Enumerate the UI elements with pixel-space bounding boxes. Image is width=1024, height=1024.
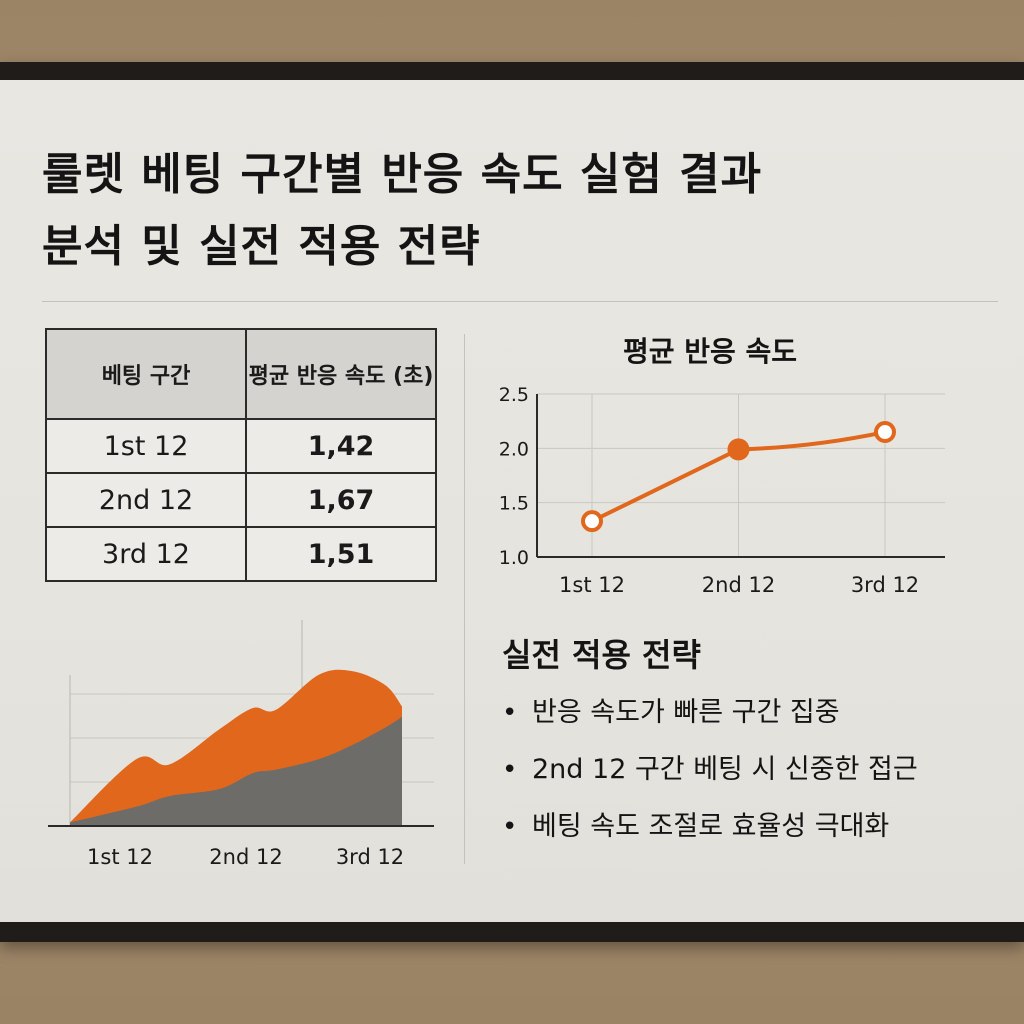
strategy-item-text: 반응 속도가 빠른 구간 집중 <box>532 697 840 728</box>
x-tick-label: 2nd 12 <box>702 573 775 597</box>
table-cell-value: 1,51 <box>245 526 437 582</box>
reaction-speed-table: 베팅 구간 평균 반응 속도 (초) 1st 12 1,42 2nd 12 1,… <box>45 328 437 582</box>
line-chart: 1.0 1.5 2.0 2.5 1st 12 2nd 12 3rd 12 <box>499 384 945 597</box>
y-tick-label: 2.5 <box>499 384 529 406</box>
list-item: • 베팅 속도 조절로 효율성 극대화 <box>502 804 918 861</box>
bullet-icon: • <box>502 755 518 785</box>
table-cell-segment: 1st 12 <box>45 418 247 474</box>
table-header-segment: 베팅 구간 <box>45 328 247 420</box>
x-tick-label: 1st 12 <box>87 845 153 869</box>
y-tick-label: 2.0 <box>499 438 529 460</box>
strategy-title: 실전 적용 전략 <box>502 636 701 674</box>
y-tick-label: 1.0 <box>499 547 529 569</box>
page-title-line-2: 분석 및 실전 적용 전략 <box>42 221 481 272</box>
page-title-line-1: 룰렛 베팅 구간별 반응 속도 실험 결과 <box>42 149 763 200</box>
table-cell-value: 1,42 <box>245 418 437 474</box>
table-cell-segment: 2nd 12 <box>45 472 247 528</box>
line-chart-title: 평균 반응 속도 <box>622 335 798 368</box>
x-tick-label: 3rd 12 <box>336 845 404 869</box>
x-tick-label: 3rd 12 <box>851 573 919 597</box>
table-cell-segment: 3rd 12 <box>45 526 247 582</box>
table-row: 2nd 12 1,67 <box>45 472 437 528</box>
area-series-gray <box>70 716 402 826</box>
data-point <box>727 438 750 461</box>
strategy-item-text: 2nd 12 구간 베팅 시 신중한 접근 <box>532 754 918 785</box>
data-point <box>581 510 603 533</box>
y-tick-label: 1.5 <box>499 493 529 515</box>
table-row: 3rd 12 1,51 <box>45 526 437 582</box>
bullet-icon: • <box>502 812 518 842</box>
column-divider <box>464 334 465 864</box>
table-cell-value: 1,67 <box>245 472 437 528</box>
strategy-list: • 반응 속도가 빠른 구간 집중 • 2nd 12 구간 베팅 시 신중한 접근 … <box>502 690 918 861</box>
data-point <box>874 421 896 444</box>
list-item: • 반응 속도가 빠른 구간 집중 <box>502 690 918 747</box>
strategy-item-text: 베팅 속도 조절로 효율성 극대화 <box>532 811 890 842</box>
x-tick-label: 2nd 12 <box>209 845 282 869</box>
area-chart: 1st 12 2nd 12 3rd 12 <box>48 620 434 869</box>
table-header-speed: 평균 반응 속도 (초) <box>245 328 437 420</box>
bullet-icon: • <box>502 698 518 728</box>
list-item: • 2nd 12 구간 베팅 시 신중한 접근 <box>502 747 918 804</box>
table-header-row: 베팅 구간 평균 반응 속도 (초) <box>45 328 437 420</box>
table-row: 1st 12 1,42 <box>45 418 437 474</box>
title-divider <box>42 301 998 302</box>
x-tick-label: 1st 12 <box>559 573 625 597</box>
